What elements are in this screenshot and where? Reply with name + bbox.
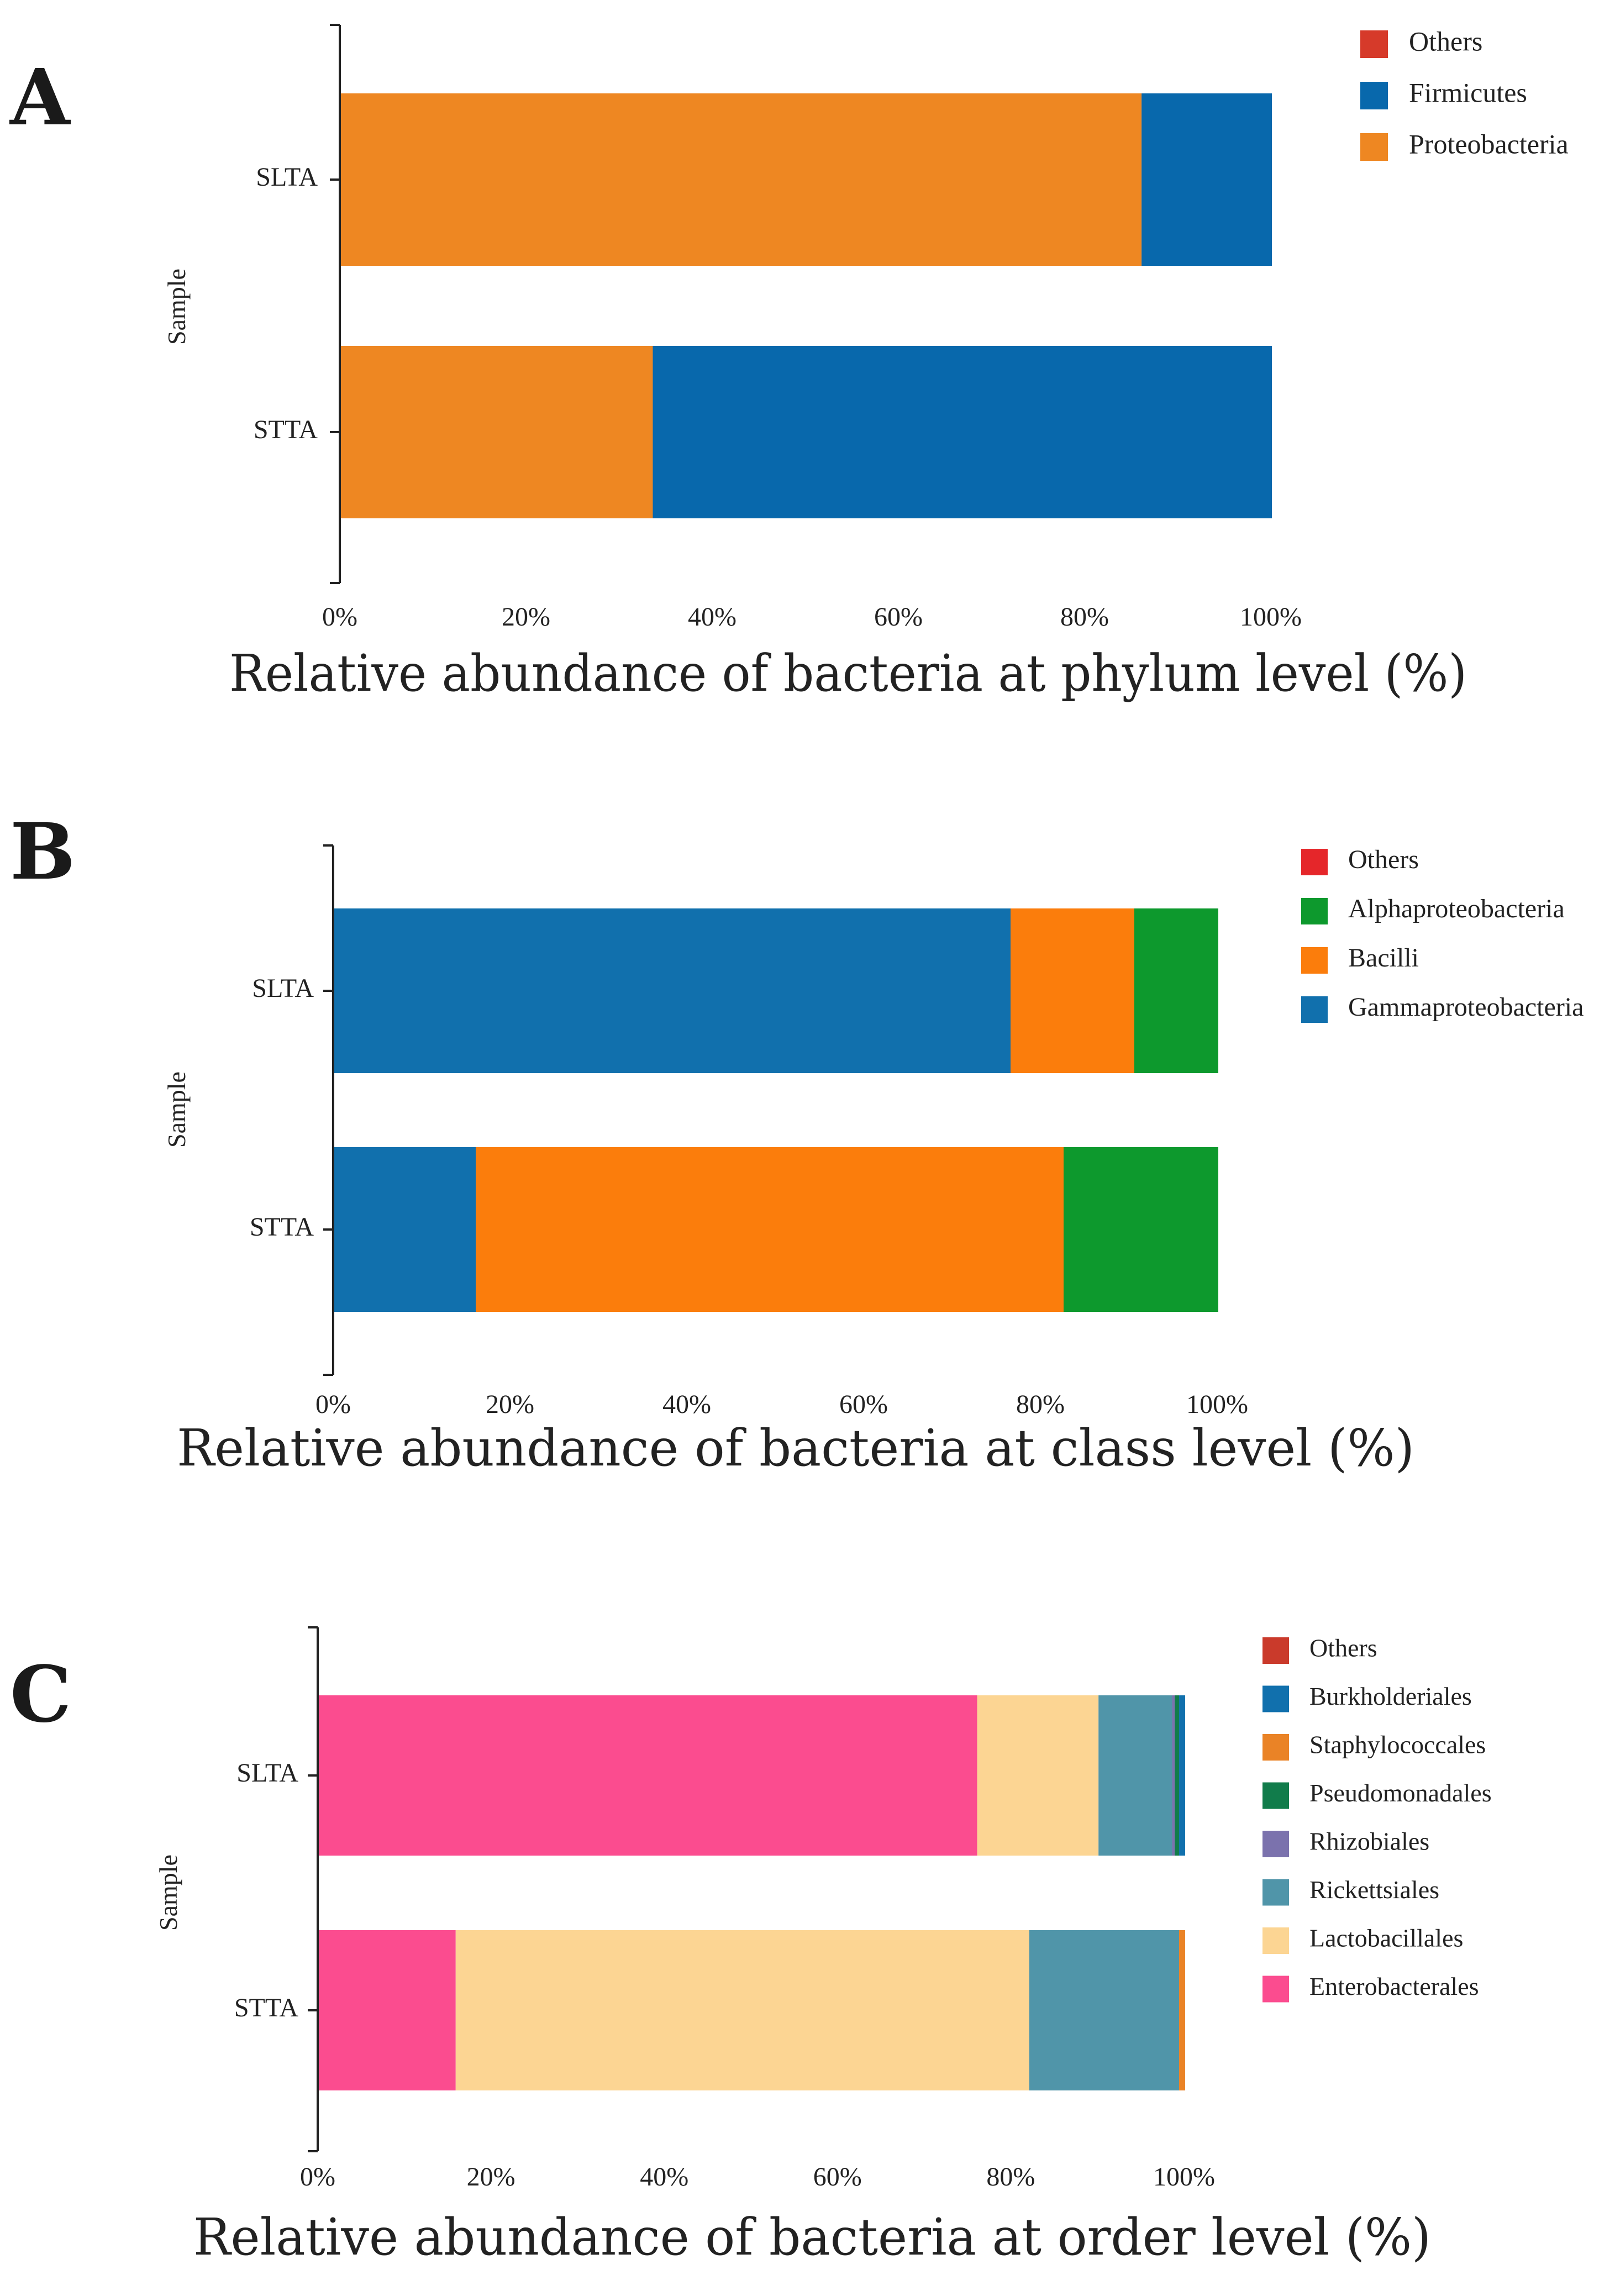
legend-label-bacilli: Bacilli	[1348, 943, 1419, 973]
legend-label-pseudomonadales: Pseudomonadales	[1309, 1779, 1492, 1807]
x-tick-label: 60%	[839, 1390, 888, 1419]
bar-slta-alphaproteobacteria	[1134, 908, 1218, 1073]
legend-swatch-enterobacterales	[1262, 1975, 1289, 2003]
legend-swatch-others	[1301, 849, 1328, 875]
bar-slta-lactobacillales	[977, 1695, 1099, 1856]
legend-label-gammaproteobacteria: Gammaproteobacteria	[1348, 992, 1584, 1022]
panel-label: A	[9, 52, 71, 143]
bar-slta-bacilli	[1011, 908, 1134, 1073]
bar-stta-rickettsiales	[1029, 1930, 1180, 2090]
legend: Others Alphaproteobacteria Bacilli Gammapro…	[1301, 845, 1584, 1023]
legend-swatch-others	[1360, 30, 1388, 58]
bar-slta-pseudomonadales	[1175, 1695, 1180, 1856]
legend-label-firmicutes: Firmicutes	[1409, 77, 1527, 108]
legend-swatch-lactobacillales	[1262, 1927, 1289, 1954]
legend-label-others: Others	[1309, 1634, 1377, 1662]
legend-label-burkholderiales: Burkholderiales	[1309, 1682, 1472, 1710]
bar-slta-firmicutes	[1141, 93, 1272, 266]
legend-swatch-alphaproteobacteria	[1301, 898, 1328, 924]
bar-stta-firmicutes	[653, 346, 1272, 518]
y-axis-title: Sample	[162, 269, 191, 345]
x-tick-label: 60%	[874, 602, 923, 632]
x-tick-label: 0%	[315, 1390, 351, 1419]
legend: Others Burkholderiales Staphylococcales Pse…	[1262, 1634, 1492, 2003]
x-tick-label: 80%	[1016, 1390, 1065, 1419]
category-label-slta: SLTA	[252, 974, 314, 1003]
legend-swatch-gammaproteobacteria	[1301, 996, 1328, 1023]
legend-label-rhizobiales: Rhizobiales	[1309, 1827, 1429, 1856]
x-tick-label: 0%	[300, 2162, 335, 2192]
legend-label-rickettsiales: Rickettsiales	[1309, 1875, 1439, 1904]
x-tick-label: 100%	[1240, 602, 1302, 632]
legend-label-staphylococcales: Staphylococcales	[1309, 1731, 1486, 1759]
legend-swatch-firmicutes	[1360, 82, 1388, 109]
x-tick-label: 20%	[486, 1390, 534, 1419]
category-label-stta: STTA	[254, 415, 318, 444]
legend: Others Firmicutes Proteobacteria	[1360, 25, 1569, 161]
bar-stta-gammaproteobacteria	[334, 1147, 476, 1312]
y-axis-title: Sample	[162, 1071, 191, 1148]
x-tick-label: 40%	[688, 602, 737, 632]
legend-swatch-staphylococcales	[1262, 1734, 1289, 1761]
x-tick-label: 60%	[813, 2162, 862, 2192]
legend-label-others: Others	[1409, 25, 1482, 56]
category-label-slta: SLTA	[256, 162, 318, 192]
x-tick-label: 0%	[322, 602, 357, 632]
x-tick-label: 100%	[1186, 1390, 1248, 1419]
x-tick-label: 40%	[662, 1390, 711, 1419]
bar-stta-lactobacillales	[455, 1930, 1029, 2090]
chart-panel-a: A SLTA STTA 0% 20% 40% 60% 80% 100% Sample Relativ…	[9, 24, 1569, 703]
legend-label-enterobacterales: Enterobacterales	[1309, 1972, 1479, 2000]
legend-swatch-proteobacteria	[1360, 133, 1388, 161]
chart-panel-b: B SLTA STTA 0% 20% 40% 60% 80% 100% Sample Relativ…	[10, 807, 1584, 1478]
x-tick-label: 80%	[1060, 602, 1109, 632]
x-tick-label: 20%	[502, 602, 550, 632]
bar-slta-rhizobiales	[1172, 1695, 1175, 1856]
chart-panel-c: C SLTA STTA 0% 20% 40% 60% 80% 100% Sample Relativ…	[10, 1626, 1492, 2267]
legend-swatch-bacilli	[1301, 947, 1328, 974]
legend-swatch-rickettsiales	[1262, 1879, 1289, 1906]
bar-stta-alphaproteobacteria	[1064, 1147, 1218, 1312]
legend-swatch-rhizobiales	[1262, 1831, 1289, 1857]
legend-label-alphaproteobacteria: Alphaproteobacteria	[1348, 894, 1565, 923]
panel-label: C	[10, 1649, 71, 1740]
bar-stta-proteobacteria	[341, 346, 653, 518]
legend-swatch-others	[1262, 1637, 1289, 1664]
category-label-stta: STTA	[250, 1212, 314, 1242]
legend-swatch-pseudomonadales	[1262, 1782, 1289, 1809]
category-label-slta: SLTA	[236, 1758, 298, 1788]
bar-slta-rickettsiales	[1098, 1695, 1172, 1856]
bar-slta-enterobacterales	[319, 1695, 977, 1856]
x-axis-title: Relative abundance of bacteria at order …	[193, 2208, 1431, 2267]
x-tick-label: 20%	[467, 2162, 515, 2192]
x-tick-label: 40%	[640, 2162, 688, 2192]
legend-label-proteobacteria: Proteobacteria	[1409, 128, 1569, 159]
bar-slta-gammaproteobacteria	[334, 908, 1011, 1073]
bar-stta-bacilli	[476, 1147, 1064, 1312]
legend-swatch-burkholderiales	[1262, 1685, 1289, 1712]
x-tick-label: 80%	[986, 2162, 1035, 2192]
bar-stta-enterobacterales	[319, 1930, 456, 2090]
panel-label: B	[10, 807, 75, 897]
x-axis-title: Relative abundance of bacteria at class …	[177, 1418, 1414, 1478]
legend-label-lactobacillales: Lactobacillales	[1309, 1924, 1463, 1952]
bar-slta-proteobacteria	[341, 93, 1142, 266]
bar-slta-burkholderiales	[1179, 1695, 1185, 1856]
legend-label-others: Others	[1348, 845, 1419, 874]
x-axis-title: Relative abundance of bacteria at phylum…	[229, 644, 1467, 703]
category-label-stta: STTA	[234, 1993, 298, 2022]
x-tick-label: 100%	[1153, 2162, 1215, 2192]
bar-stta-staphylococcales	[1179, 1930, 1185, 2090]
y-axis-title: Sample	[154, 1854, 182, 1931]
